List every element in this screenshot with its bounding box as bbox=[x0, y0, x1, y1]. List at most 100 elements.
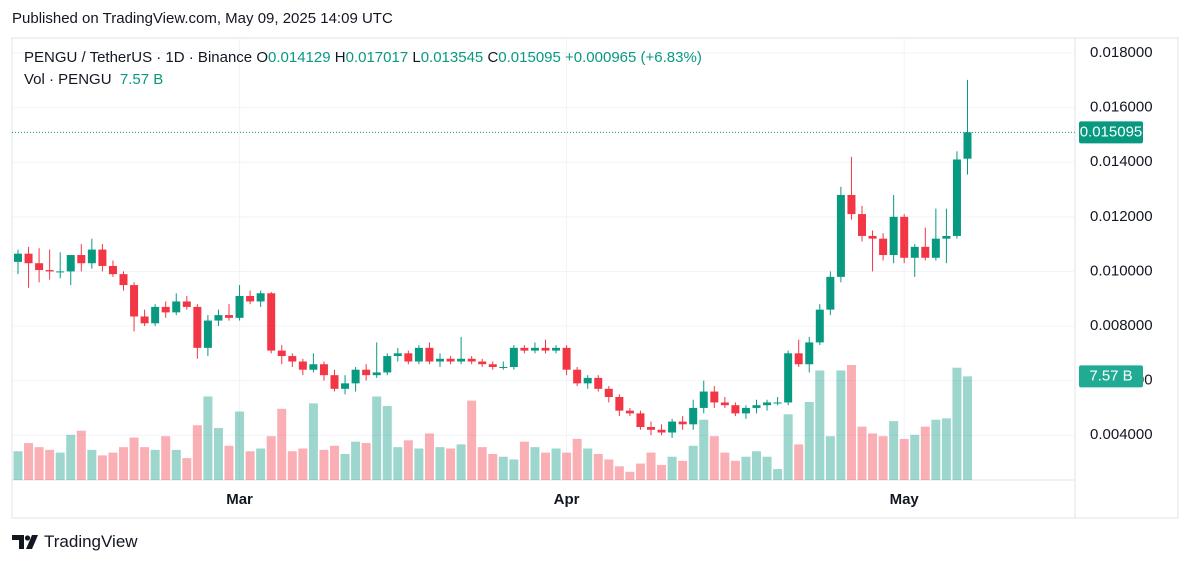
candle-body bbox=[446, 358, 455, 362]
volume-bar bbox=[266, 436, 276, 480]
volume-bar bbox=[646, 452, 656, 480]
volume-bar bbox=[868, 433, 878, 480]
candle-body bbox=[425, 347, 434, 362]
volume-bar bbox=[678, 460, 688, 480]
volume-bar bbox=[24, 443, 34, 480]
x-tick-label: May bbox=[890, 491, 920, 508]
volume-bar bbox=[76, 430, 86, 480]
volume-bar bbox=[55, 452, 65, 480]
candle-body bbox=[277, 350, 286, 357]
candle-body bbox=[784, 353, 793, 403]
candle-body bbox=[14, 253, 22, 262]
candle-body bbox=[668, 421, 677, 433]
candle-body bbox=[931, 238, 940, 258]
candle-body bbox=[625, 410, 634, 414]
candle-body bbox=[383, 356, 392, 373]
volume-bar bbox=[593, 453, 603, 480]
volume-bar bbox=[424, 433, 434, 480]
volume-bar bbox=[562, 452, 572, 480]
volume-bar bbox=[530, 447, 540, 480]
candle-body bbox=[203, 320, 212, 348]
candle-body bbox=[225, 315, 233, 318]
volume-bar bbox=[403, 440, 413, 480]
volume-bar bbox=[604, 459, 614, 480]
candle-body bbox=[151, 306, 160, 324]
volume-bar bbox=[752, 451, 761, 480]
volume-bar bbox=[224, 445, 234, 480]
candle-body bbox=[309, 364, 318, 370]
frame bbox=[11, 37, 1179, 519]
volume-bar bbox=[287, 451, 297, 480]
volume-bar bbox=[551, 448, 561, 480]
candle-body bbox=[678, 421, 687, 425]
candle-body bbox=[267, 293, 276, 351]
volume-bar bbox=[910, 434, 920, 480]
volume-bar bbox=[414, 448, 424, 480]
candle-body bbox=[193, 306, 202, 348]
volume-value: 7.57 B bbox=[119, 71, 164, 88]
candle-body bbox=[520, 347, 529, 351]
volume-bar bbox=[182, 458, 192, 480]
candle-body bbox=[77, 255, 86, 264]
volume-bar bbox=[635, 463, 645, 480]
volume-bar bbox=[625, 471, 635, 480]
ohlc-key: H bbox=[334, 49, 346, 66]
volume-name: Vol · PENGU bbox=[24, 71, 112, 88]
volume-bar bbox=[119, 447, 128, 480]
open-value: 0.014129 bbox=[268, 49, 331, 66]
volume-bar bbox=[825, 436, 835, 480]
volume-bar bbox=[435, 447, 445, 480]
candle-body bbox=[436, 358, 444, 362]
volume-bar bbox=[846, 365, 856, 480]
candle-body bbox=[815, 309, 824, 343]
candle-body bbox=[752, 405, 761, 408]
volume-bar bbox=[572, 438, 582, 480]
volume-bar bbox=[836, 370, 846, 480]
candle-body bbox=[530, 347, 539, 351]
volume-bar bbox=[920, 426, 930, 480]
high-value: 0.017017 bbox=[345, 49, 409, 66]
legend: PENGU / TetherUS · 1D · Binance O0.01412… bbox=[24, 47, 702, 91]
brand: TradingView bbox=[44, 532, 138, 551]
candle-body bbox=[298, 361, 307, 370]
candle-body bbox=[140, 316, 149, 324]
volume-bar bbox=[783, 414, 793, 480]
candle-body bbox=[952, 159, 961, 236]
volume-bar bbox=[319, 449, 329, 480]
candle-body bbox=[330, 375, 339, 389]
volume-bar bbox=[741, 456, 751, 480]
candle-body bbox=[478, 361, 487, 365]
candle-body bbox=[889, 216, 898, 256]
candle-body bbox=[414, 347, 423, 362]
volume-bar bbox=[699, 419, 709, 480]
volume-bar bbox=[773, 469, 783, 480]
candle-body bbox=[182, 301, 191, 307]
candle-body bbox=[773, 402, 782, 404]
candle-body bbox=[108, 265, 117, 275]
candle-body bbox=[45, 270, 54, 272]
candle-body bbox=[319, 364, 328, 376]
volume-bar bbox=[382, 406, 392, 480]
volume-bar bbox=[330, 445, 339, 480]
change: +0.000965 bbox=[565, 49, 637, 66]
volume-bar bbox=[541, 452, 550, 480]
volume-bar bbox=[899, 438, 909, 480]
candle-body bbox=[583, 377, 592, 384]
candle-body bbox=[288, 356, 297, 362]
candle-body bbox=[910, 246, 919, 258]
candle-body bbox=[921, 246, 930, 258]
candle-body bbox=[172, 301, 181, 313]
y-tick-label: 0.018000 bbox=[1090, 44, 1153, 61]
candle-body bbox=[847, 194, 856, 215]
candle-body bbox=[794, 353, 803, 365]
candle-body bbox=[499, 366, 508, 368]
volume-bar bbox=[256, 448, 266, 480]
volume-bar bbox=[519, 441, 529, 480]
volume-bar bbox=[488, 453, 498, 480]
volume-bar bbox=[171, 449, 181, 480]
candle-body bbox=[552, 347, 561, 351]
candle-body bbox=[393, 353, 402, 357]
volume-bar bbox=[108, 452, 118, 480]
candle-body bbox=[562, 347, 571, 370]
volume-bar bbox=[66, 434, 76, 480]
